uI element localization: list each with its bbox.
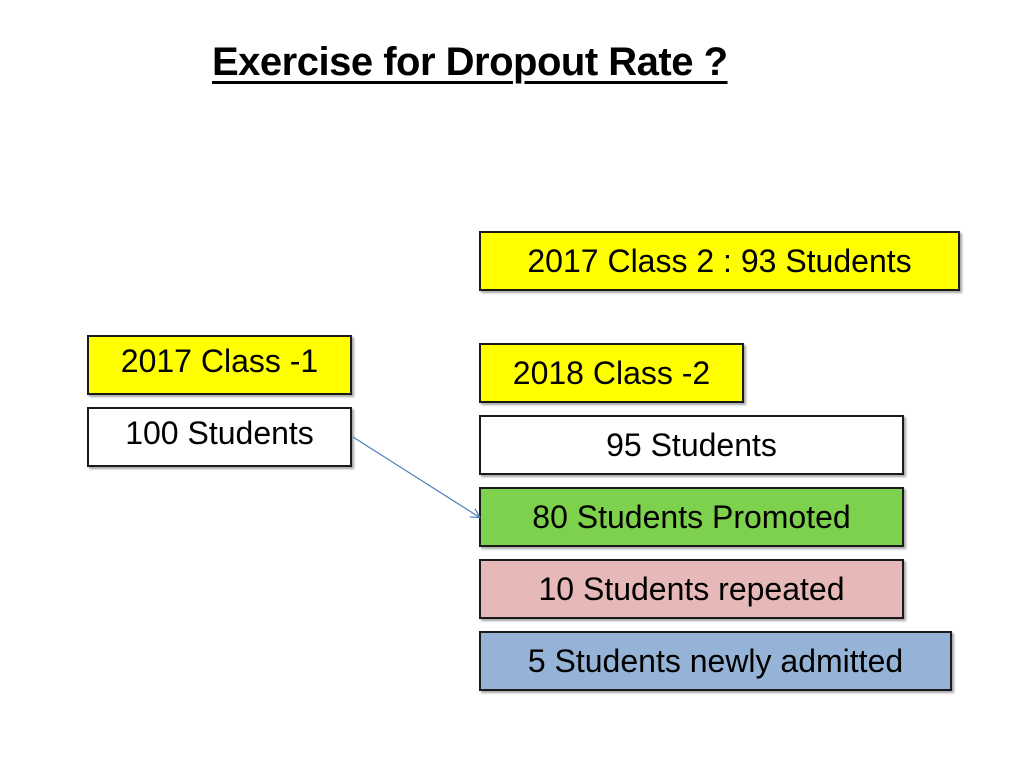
promoted-box: 80 Students Promoted — [479, 487, 904, 547]
class1-2017-box: 2017 Class -1 — [87, 335, 352, 395]
page-title: Exercise for Dropout Rate ? — [212, 40, 728, 84]
students-95-box: 95 Students — [479, 415, 904, 475]
students-95-label: 95 Students — [606, 426, 777, 463]
repeated-label: 10 Students repeated — [538, 570, 845, 607]
class2-2018-box: 2018 Class -2 — [479, 343, 744, 403]
promoted-label: 80 Students Promoted — [532, 498, 851, 535]
class1-2017-label: 2017 Class -1 — [120, 342, 319, 379]
class2-2017-label: 2017 Class 2 : 93 Students — [527, 242, 912, 279]
repeated-box: 10 Students repeated — [479, 559, 904, 619]
class2-2018-label: 2018 Class -2 — [512, 354, 711, 391]
students-100-box: 100 Students — [87, 407, 352, 467]
students-100-label: 100 Students — [125, 414, 314, 451]
admitted-box: 5 Students newly admitted — [479, 631, 952, 691]
admitted-label: 5 Students newly admitted — [527, 642, 904, 679]
class2-2017-box: 2017 Class 2 : 93 Students — [479, 231, 960, 291]
arrow-line — [352, 436, 479, 517]
